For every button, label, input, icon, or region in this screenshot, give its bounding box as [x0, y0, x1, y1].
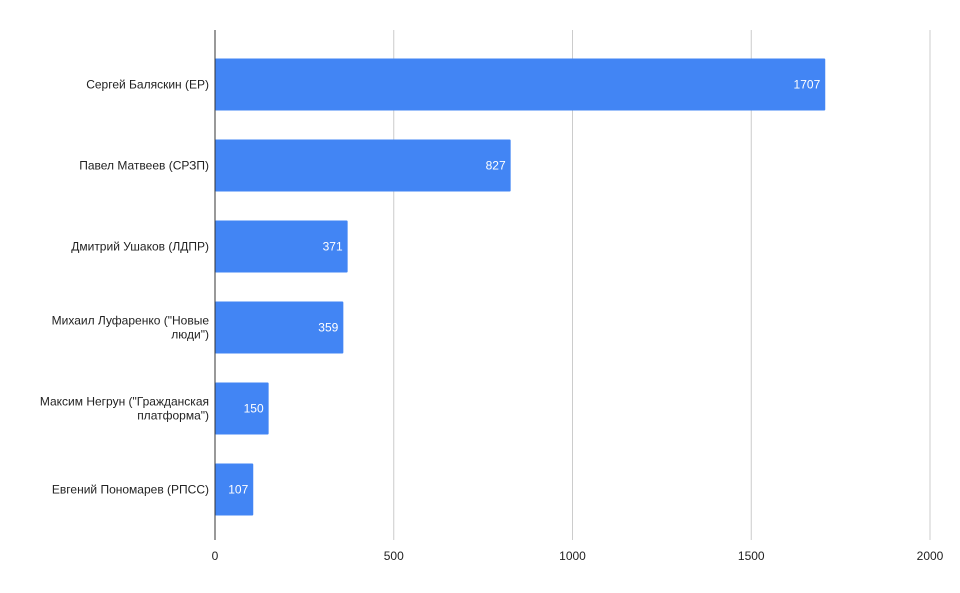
- category-label-line: платформа"): [137, 409, 209, 423]
- data-label-2: 371: [323, 240, 343, 254]
- labels: 1707 Сергей Баляскин (ЕР) 827 Павел Матвеев…: [40, 78, 944, 564]
- category-label-line: Павел Матвеев (СРЗП): [79, 159, 209, 173]
- category-label-line: люди"): [171, 328, 209, 342]
- x-tick-label-500: 500: [384, 549, 404, 563]
- category-label-line: Максим Негрун ("Гражданская: [40, 395, 209, 409]
- x-tick-label-1500: 1500: [738, 549, 765, 563]
- x-tick-label-1000: 1000: [559, 549, 586, 563]
- bar-3: [215, 301, 344, 354]
- category-label-4: Максим Негрун ("Гражданская платформа"): [40, 395, 209, 423]
- bar-2: [215, 220, 348, 273]
- category-label-1: Павел Матвеев (СРЗП): [79, 159, 209, 173]
- data-label-3: 359: [318, 321, 338, 335]
- data-label-4: 150: [244, 402, 264, 416]
- category-label-3: Михаил Луфаренко ("Новые люди"): [52, 314, 210, 342]
- category-label-line: Сергей Баляскин (ЕР): [86, 78, 209, 92]
- category-label-2: Дмитрий Ушаков (ЛДПР): [71, 240, 209, 254]
- bar-0: [215, 58, 826, 111]
- category-label-0: Сергей Баляскин (ЕР): [86, 78, 209, 92]
- x-tick-label-0: 0: [212, 549, 219, 563]
- category-label-5: Евгений Пономарев (РПСС): [52, 483, 209, 497]
- category-label-line: Дмитрий Ушаков (ЛДПР): [71, 240, 209, 254]
- data-label-1: 827: [486, 159, 506, 173]
- category-label-line: Михаил Луфаренко ("Новые: [52, 314, 210, 328]
- bar-1: [215, 139, 511, 192]
- bars: [215, 58, 826, 516]
- bar-4: [215, 382, 269, 435]
- x-tick-label-2000: 2000: [917, 549, 944, 563]
- gridlines: [393, 30, 931, 540]
- bar-5: [215, 463, 254, 516]
- data-label-5: 107: [228, 483, 248, 497]
- data-label-0: 1707: [794, 78, 821, 92]
- category-label-line: Евгений Пономарев (РПСС): [52, 483, 209, 497]
